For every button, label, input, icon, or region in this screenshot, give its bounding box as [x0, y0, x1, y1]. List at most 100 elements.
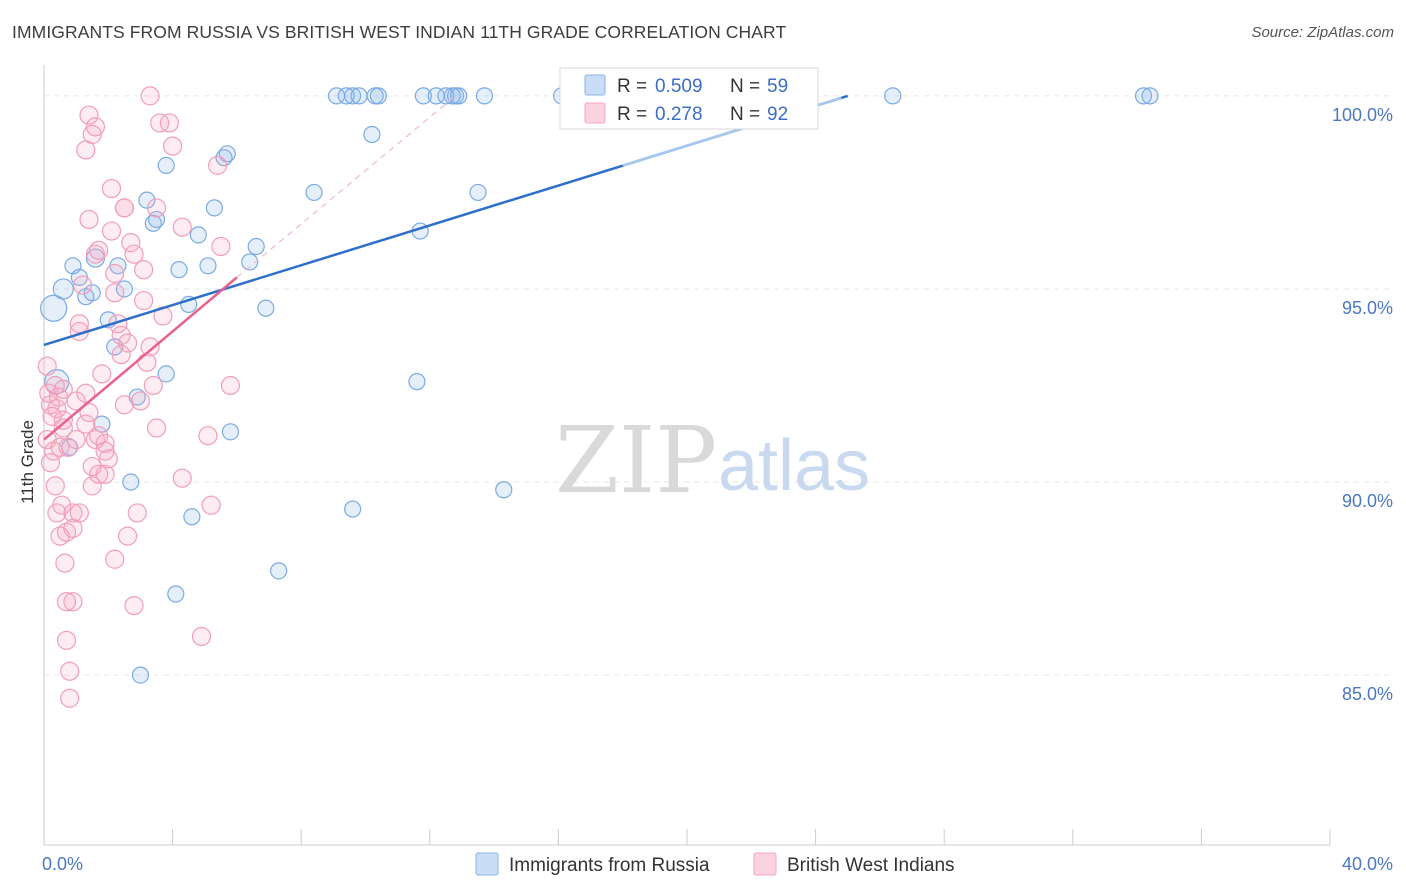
bwi-point-35 — [82, 476, 102, 496]
bwi-point-71 — [146, 198, 167, 218]
bwi-point-18 — [56, 592, 77, 612]
russia-point-22 — [138, 191, 156, 209]
bwi-point-49 — [98, 449, 118, 469]
russia-point-2 — [52, 278, 74, 300]
russia-point-23 — [157, 156, 175, 174]
russia-point-0 — [40, 294, 68, 322]
russia-point-9 — [115, 280, 133, 298]
bwi-point-76 — [163, 136, 183, 156]
bwi-point-82 — [208, 155, 228, 175]
russia-point-27 — [199, 257, 217, 275]
bwi-point-39 — [79, 209, 99, 230]
bwi-point-45 — [89, 240, 109, 260]
russia-point-51 — [450, 87, 468, 105]
russia-point-43 — [369, 87, 387, 105]
bwi-point-32 — [76, 414, 96, 434]
russia-point-31 — [221, 423, 240, 441]
bwi-point-50 — [101, 178, 122, 199]
axes — [43, 65, 1331, 846]
bwi-point-64 — [127, 503, 147, 523]
bwi-point-88 — [63, 518, 83, 538]
legend-n-label-bwi: N = — [730, 104, 760, 125]
legend-r-value-russia: 0.509 — [655, 76, 703, 97]
legend-n-value-bwi: 92 — [767, 104, 788, 125]
russia-point-60 — [1141, 87, 1159, 105]
bwi-point-42 — [76, 140, 96, 160]
bwi-point-60 — [117, 333, 138, 353]
legend-n-label-russia: N = — [730, 76, 760, 97]
bwi-point-15 — [53, 418, 73, 438]
legend-n-value-russia: 59 — [767, 76, 788, 97]
bwi-point-47 — [95, 433, 115, 454]
russia-point-19 — [183, 508, 201, 526]
bwi-point-28 — [72, 275, 93, 295]
bottom-legend-swatch-russia — [475, 852, 499, 876]
bottom-legend-label-russia: Immigrants from Russia — [509, 855, 710, 876]
russia-point-26 — [189, 226, 207, 244]
bottom-legend-swatch-bwi — [753, 852, 777, 876]
russia-point-16 — [131, 666, 150, 684]
source-credit: Source: ZipAtlas.com — [1251, 24, 1394, 41]
bwi-point-59 — [114, 198, 134, 218]
bwi-point-52 — [105, 263, 125, 284]
bwi-point-80 — [198, 426, 218, 446]
bwi-point-90 — [124, 244, 144, 264]
russia-point-32 — [241, 253, 259, 271]
chart-title: IMMIGRANTS FROM RUSSIA VS BRITISH WEST I… — [12, 22, 787, 42]
bwi-point-46 — [92, 364, 112, 384]
bwi-point-25 — [58, 437, 78, 457]
bwi-point-30 — [66, 391, 86, 411]
bwi-point-65 — [130, 391, 151, 411]
bwi-point-6 — [40, 453, 61, 473]
bwi-point-87 — [53, 410, 73, 430]
bwi-point-56 — [111, 325, 131, 345]
bwi-point-20 — [60, 661, 80, 681]
bwi-point-70 — [143, 375, 163, 396]
russia-point-46 — [414, 87, 432, 105]
bwi-point-10 — [50, 437, 70, 457]
russia-point-38 — [337, 87, 355, 105]
series-legend: Immigrants from Russia British West Indi… — [475, 852, 955, 876]
russia-point-34 — [257, 299, 275, 317]
stats-legend: R = 0.509 N = 59 R = 0.278 N = 92 — [559, 67, 819, 130]
russia-point-39 — [344, 87, 362, 105]
russia-point-41 — [344, 500, 362, 518]
bwi-point-62 — [117, 526, 138, 546]
russia-point-17 — [157, 365, 175, 383]
bwi-point-19 — [56, 630, 77, 650]
russia-point-36 — [305, 183, 323, 202]
bwi-point-41 — [79, 105, 99, 125]
bwi-point-16 — [52, 495, 72, 515]
bwi-point-21 — [60, 688, 80, 708]
bwi-point-78 — [172, 468, 192, 488]
watermark: ZIP atlas — [555, 407, 870, 514]
y-tick-label-0: 85.0% — [1342, 684, 1393, 704]
bwi-point-33 — [79, 402, 99, 423]
legend-swatch-russia — [584, 74, 606, 96]
bwi-point-81 — [201, 495, 221, 515]
russia-point-50 — [443, 87, 461, 105]
bwi-point-69 — [140, 337, 160, 357]
russia-point-58 — [884, 87, 902, 105]
bwi-point-66 — [134, 260, 154, 280]
legend-swatch-bwi — [584, 102, 606, 124]
bwi-point-77 — [172, 217, 192, 237]
bwi-point-11 — [45, 476, 65, 496]
russia-point-54 — [475, 87, 494, 105]
bottom-legend-label-bwi: British West Indians — [787, 855, 955, 876]
russia-point-35 — [270, 562, 288, 580]
bwi-point-89 — [95, 441, 115, 461]
bwi-point-84 — [220, 375, 241, 396]
bwi-point-14 — [53, 379, 73, 399]
russia-point-40 — [350, 87, 368, 105]
x-tick-max: 40.0% — [1342, 854, 1393, 874]
russia-point-59 — [1134, 87, 1153, 105]
russia-point-33 — [247, 237, 265, 256]
bwi-point-26 — [66, 429, 86, 450]
russia-point-55 — [495, 481, 513, 499]
russia-point-7 — [83, 284, 101, 302]
bwi-point-79 — [191, 626, 212, 647]
bwi-point-55 — [111, 345, 131, 365]
legend-r-label-russia: R = — [617, 76, 647, 97]
russia-point-28 — [205, 199, 223, 217]
